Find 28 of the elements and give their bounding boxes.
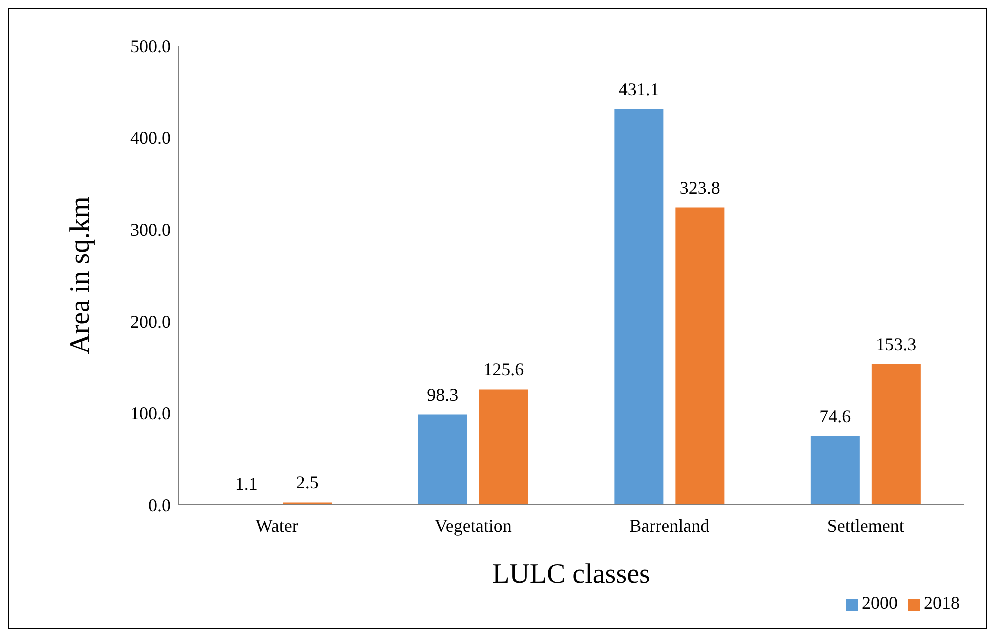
x-tick-label: Barrenland: [630, 516, 710, 536]
y-tick-label: 200.0: [130, 312, 171, 332]
legend-label: 2000: [862, 593, 898, 613]
y-tick-label: 300.0: [130, 220, 171, 240]
data-label: 98.3: [427, 384, 459, 405]
y-axis-title: Area in sq.km: [64, 196, 96, 354]
data-label: 431.1: [618, 79, 660, 100]
bar: [479, 390, 528, 505]
data-label: 2.5: [296, 472, 319, 493]
y-tick-label: 0.0: [148, 495, 171, 516]
y-tick-label: 500.0: [130, 36, 171, 56]
data-label: 153.3: [876, 334, 917, 354]
data-label: 74.6: [820, 406, 852, 427]
x-axis-title: LULC classes: [492, 559, 650, 590]
bar: [810, 436, 860, 505]
legend-label: 2018: [924, 593, 960, 613]
data-label: 125.6: [484, 360, 524, 380]
bar: [872, 364, 921, 505]
data-label: 323.8: [680, 178, 720, 198]
bar: [614, 109, 664, 505]
bar: [418, 414, 468, 505]
x-tick-label: Vegetation: [434, 516, 512, 536]
bar: [676, 208, 725, 505]
x-tick-label: Water: [256, 516, 298, 536]
y-tick-label: 400.0: [130, 128, 171, 148]
data-label: 1.1: [235, 474, 258, 494]
x-tick-label: Settlement: [827, 516, 904, 536]
y-tick-label: 100.0: [130, 404, 171, 424]
